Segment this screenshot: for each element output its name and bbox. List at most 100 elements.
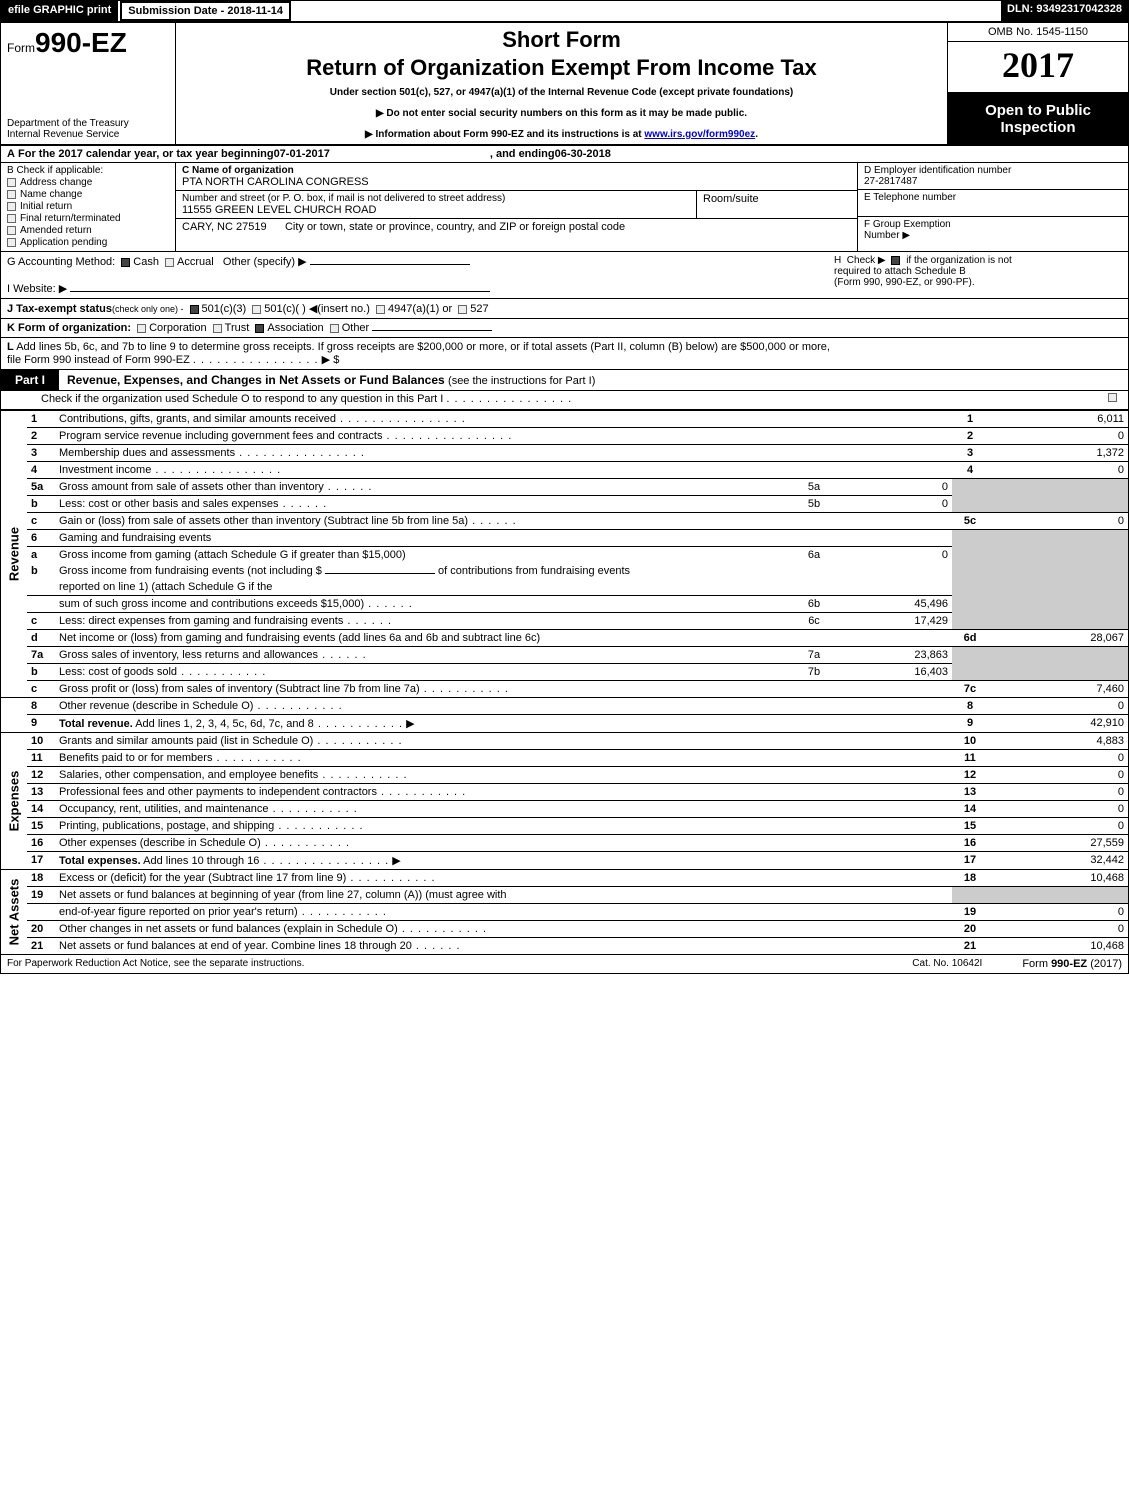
chk-address-change[interactable]: Address change bbox=[7, 177, 169, 188]
expenses-label: Expenses bbox=[7, 771, 22, 832]
ln2-desc: Program service revenue including govern… bbox=[59, 430, 382, 442]
open-line-1: Open to Public bbox=[950, 102, 1126, 119]
group-exemption-block: F Group Exemption Number ▶ bbox=[858, 217, 1128, 251]
chk-other-icon[interactable] bbox=[330, 324, 339, 333]
chk-trust-icon[interactable] bbox=[213, 324, 222, 333]
ln13-val: 0 bbox=[988, 784, 1128, 801]
instruction-line-1: ▶ Do not enter social security numbers o… bbox=[184, 108, 939, 119]
chk-name-change[interactable]: Name change bbox=[7, 189, 169, 200]
dln-value: 93492317042328 bbox=[1036, 3, 1122, 15]
opt-accrual: Accrual bbox=[177, 256, 214, 268]
org-name-label: C Name of organization bbox=[182, 165, 851, 176]
other-org-input[interactable] bbox=[372, 330, 492, 331]
opt-other: Other (specify) ▶ bbox=[223, 256, 307, 268]
dots-icon bbox=[261, 837, 350, 849]
dots-icon bbox=[259, 855, 389, 867]
dots-icon bbox=[468, 515, 517, 527]
group-exemption-number-label: Number ▶ bbox=[864, 230, 1122, 241]
ln15-desc: Printing, publications, postage, and shi… bbox=[59, 820, 274, 832]
dots-icon bbox=[364, 598, 413, 610]
room-suite-label: Room/suite bbox=[703, 193, 851, 205]
l-text2: file Form 990 instead of Form 990-EZ bbox=[7, 354, 190, 366]
other-specify-input[interactable] bbox=[310, 264, 470, 265]
chk-527-icon[interactable] bbox=[458, 305, 467, 314]
ln10-desc: Grants and similar amounts paid (list in… bbox=[59, 735, 313, 747]
chk-corp-icon[interactable] bbox=[137, 324, 146, 333]
ln21-col: 21 bbox=[952, 938, 988, 955]
ln6c-mini: 6c bbox=[796, 613, 832, 630]
form-number: Form990-EZ bbox=[7, 27, 169, 59]
ln17-desc: Add lines 10 through 16 bbox=[143, 855, 259, 867]
chk-amended-return[interactable]: Amended return bbox=[7, 225, 169, 236]
irs-link[interactable]: www.irs.gov/form990ez bbox=[644, 129, 755, 140]
ln16-col: 16 bbox=[952, 835, 988, 852]
checkbox-icon bbox=[7, 226, 16, 235]
short-form-title: Short Form bbox=[184, 27, 939, 53]
chk-application-pending[interactable]: Application pending bbox=[7, 237, 169, 248]
ln4-desc: Investment income bbox=[59, 464, 151, 476]
chk-assoc-icon[interactable] bbox=[255, 324, 264, 333]
ln19-desc2: end-of-year figure reported on prior yea… bbox=[59, 906, 298, 918]
ln6b-blank[interactable] bbox=[325, 573, 435, 574]
chk-501c3-icon[interactable] bbox=[190, 305, 199, 314]
form-header: Form990-EZ Department of the Treasury In… bbox=[1, 23, 1128, 146]
line-20: 20 Other changes in net assets or fund b… bbox=[1, 921, 1128, 938]
part-i-checkbox-icon[interactable] bbox=[1108, 393, 1117, 402]
dln-label: DLN: bbox=[1007, 3, 1036, 15]
header-left: Form990-EZ Department of the Treasury In… bbox=[1, 23, 176, 144]
dept-line-1: Department of the Treasury bbox=[7, 118, 169, 129]
ln21-no: 21 bbox=[27, 938, 55, 955]
revenue-label: Revenue bbox=[7, 527, 22, 581]
ln5b-desc: Less: cost or other basis and sales expe… bbox=[59, 498, 279, 510]
dots-icon bbox=[398, 923, 487, 935]
top-bar: efile GRAPHIC print Submission Date - 20… bbox=[1, 1, 1128, 23]
efile-print-button[interactable]: efile GRAPHIC print bbox=[1, 1, 118, 21]
line-16: 16 Other expenses (describe in Schedule … bbox=[1, 835, 1128, 852]
header-middle: Short Form Return of Organization Exempt… bbox=[176, 23, 948, 144]
dots-icon bbox=[336, 413, 466, 425]
ln7a-mini: 7a bbox=[796, 647, 832, 664]
website-input[interactable] bbox=[70, 291, 490, 292]
ln6-no: 6 bbox=[27, 530, 55, 547]
chk-4947-icon[interactable] bbox=[376, 305, 385, 314]
ln10-col: 10 bbox=[952, 733, 988, 750]
ln5a-mini: 5a bbox=[796, 479, 832, 496]
ln13-no: 13 bbox=[27, 784, 55, 801]
l-text: Add lines 5b, 6c, and 7b to line 9 to de… bbox=[16, 341, 830, 353]
checkbox-cash-icon[interactable] bbox=[121, 258, 130, 267]
ln12-desc: Salaries, other compensation, and employ… bbox=[59, 769, 318, 781]
opt-4947: 4947(a)(1) or bbox=[388, 303, 452, 315]
shade-cell bbox=[952, 647, 988, 681]
expenses-side-label: Expenses bbox=[1, 733, 27, 870]
ln7b-no: b bbox=[27, 664, 55, 681]
line-15: 15 Printing, publications, postage, and … bbox=[1, 818, 1128, 835]
ln2-no: 2 bbox=[27, 428, 55, 445]
chk-501c-icon[interactable] bbox=[252, 305, 261, 314]
chk-initial-return[interactable]: Initial return bbox=[7, 201, 169, 212]
under-section-text: Under section 501(c), 527, or 4947(a)(1)… bbox=[184, 87, 939, 98]
checkbox-h-icon[interactable] bbox=[891, 256, 900, 265]
dots-icon bbox=[446, 393, 572, 405]
line-7c: c Gross profit or (loss) from sales of i… bbox=[1, 681, 1128, 698]
instr2-post: . bbox=[755, 129, 758, 140]
ln5c-val: 0 bbox=[988, 513, 1128, 530]
chk-final-return[interactable]: Final return/terminated bbox=[7, 213, 169, 224]
ln8-no: 8 bbox=[27, 698, 55, 715]
checkbox-icon bbox=[7, 178, 16, 187]
ln17-col: 17 bbox=[952, 852, 988, 870]
ln2-val: 0 bbox=[988, 428, 1128, 445]
ln18-col: 18 bbox=[952, 870, 988, 887]
checkbox-accrual-icon[interactable] bbox=[165, 258, 174, 267]
tax-year: 2017 bbox=[948, 42, 1128, 93]
ln6c-mval: 17,429 bbox=[832, 613, 952, 630]
ln5a-no: 5a bbox=[27, 479, 55, 496]
ln1-val: 6,011 bbox=[988, 411, 1128, 428]
dots-icon bbox=[298, 906, 387, 918]
part-i-header: Part I Revenue, Expenses, and Changes in… bbox=[1, 369, 1128, 391]
submission-date-label: Submission Date - bbox=[128, 5, 227, 17]
form-footer-id: Form 990-EZ (2017) bbox=[1022, 958, 1122, 970]
ln16-val: 27,559 bbox=[988, 835, 1128, 852]
ln6b-mini: 6b bbox=[796, 596, 832, 613]
ln4-val: 0 bbox=[988, 462, 1128, 479]
label-h: H bbox=[834, 255, 841, 266]
